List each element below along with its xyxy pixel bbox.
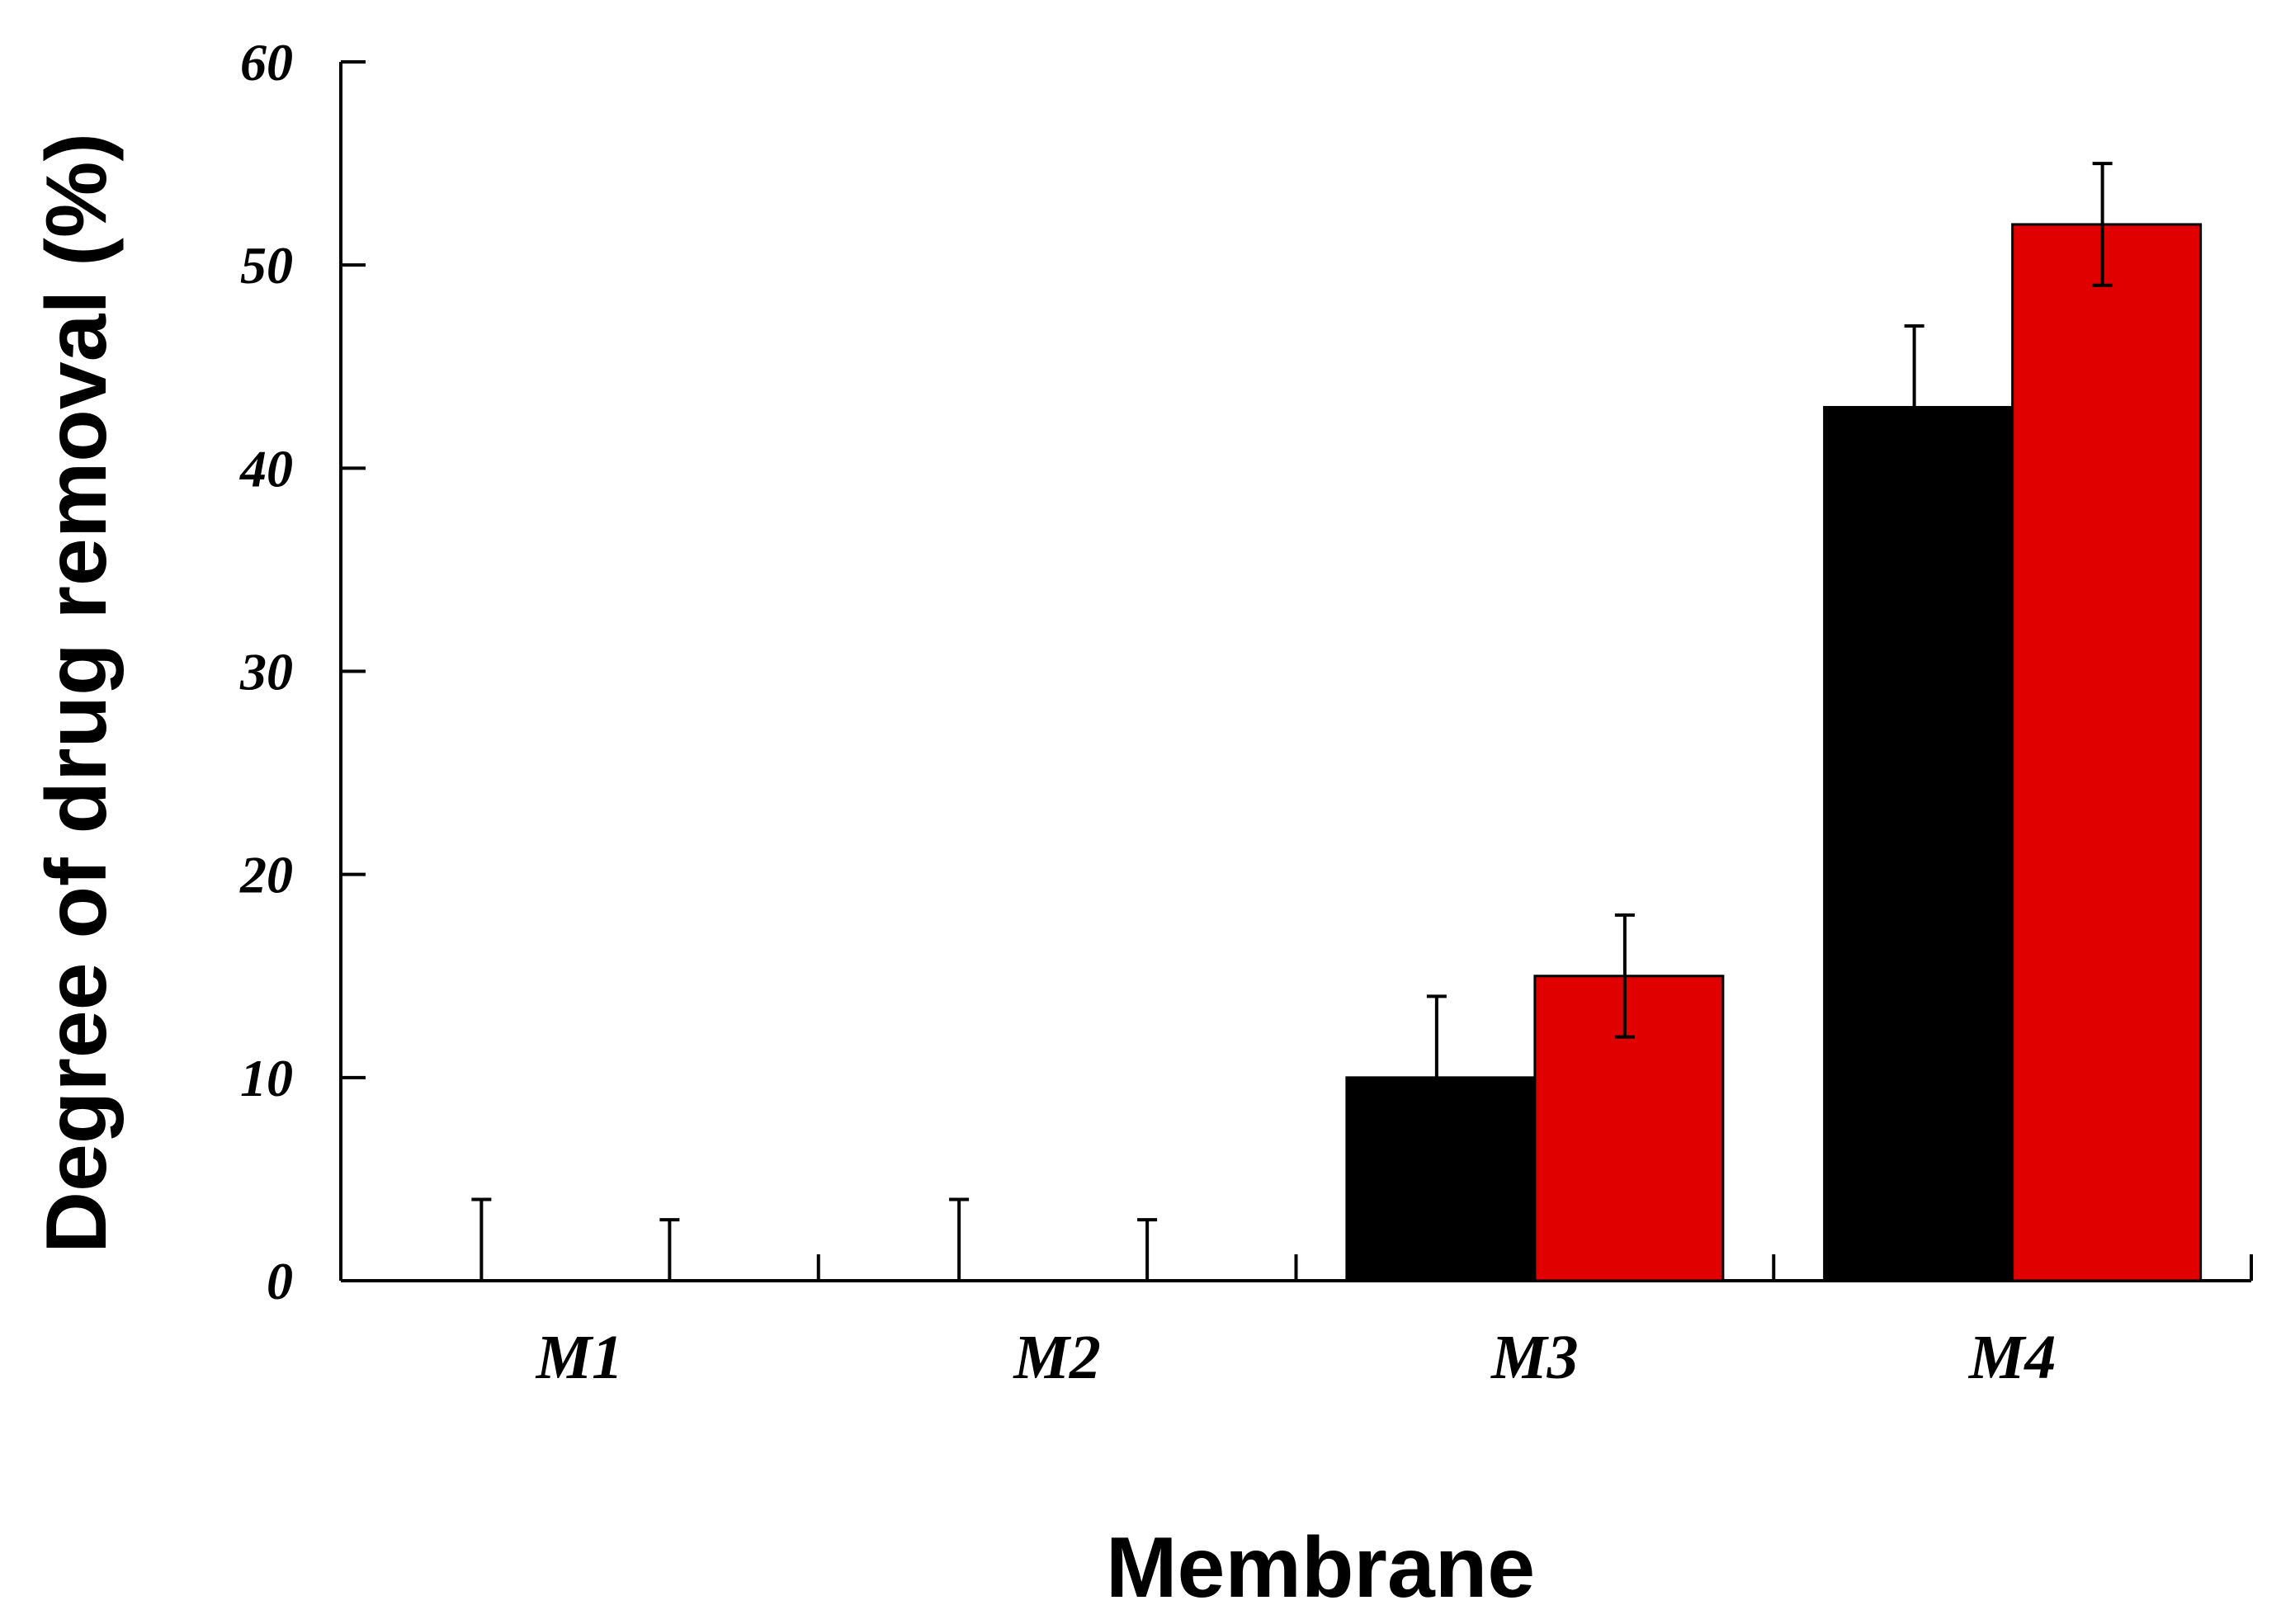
bar-m4-series-1 — [1823, 405, 2014, 1282]
bars-group — [1345, 223, 2203, 1282]
bar-m4-series-2 — [2011, 223, 2203, 1282]
x-category-label: M2 — [1013, 1323, 1101, 1392]
x-axis-title: Membrane — [1106, 1520, 1535, 1616]
y-tick-label: 50 — [240, 236, 293, 295]
y-tick-label: 60 — [240, 33, 293, 92]
x-axis-ticks — [816, 1254, 2253, 1281]
y-tick-label: 20 — [239, 846, 293, 904]
y-tick-label: 10 — [240, 1049, 293, 1107]
x-category-label: M4 — [1968, 1323, 2057, 1392]
bar-m3-series-1 — [1345, 1076, 1537, 1282]
y-tick-label: 30 — [239, 643, 293, 701]
y-tick-label: 40 — [239, 439, 293, 498]
x-category-label: M3 — [1490, 1323, 1579, 1392]
x-category-label: M1 — [536, 1323, 624, 1392]
error-bars-group — [471, 162, 2113, 1281]
y-axis-title: Degree of drug removal (%) — [29, 133, 125, 1253]
category-labels: M1 M2 M3 M4 — [536, 1323, 2057, 1392]
y-tick-label: 0 — [267, 1252, 293, 1310]
bar-m3-series-2 — [1533, 975, 1725, 1282]
y-axis-ticks: 0 10 20 30 40 50 60 — [239, 33, 366, 1310]
